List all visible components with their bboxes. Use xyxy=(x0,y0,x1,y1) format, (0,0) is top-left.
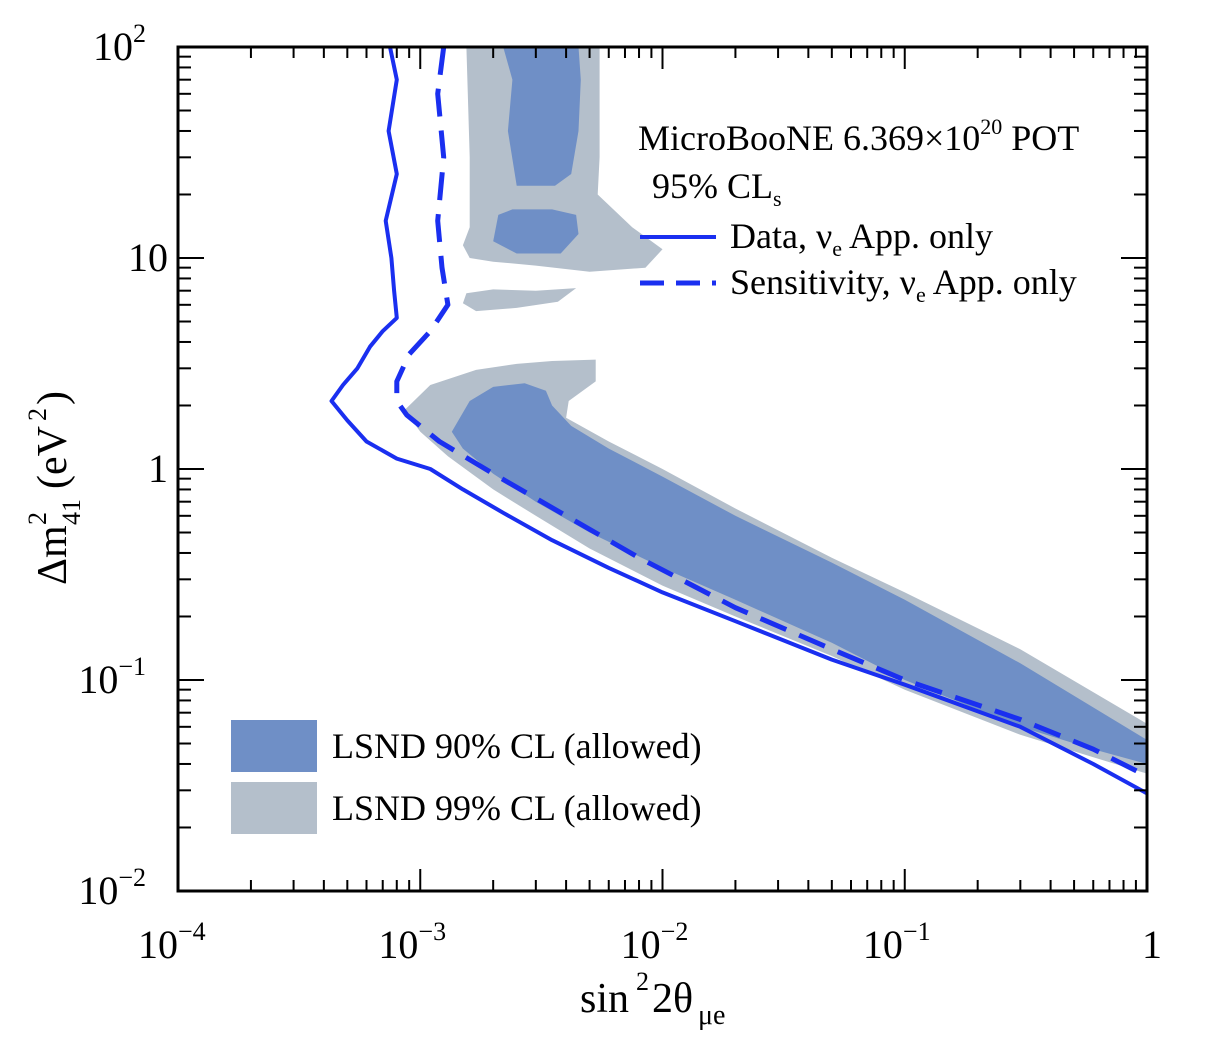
svg-text:2θ: 2θ xyxy=(652,976,693,1022)
curve-legend: Data, νe App. only Sensitivity, νe App. … xyxy=(640,216,1077,307)
svg-text:): ) xyxy=(30,391,76,405)
y-tick-label: 102 xyxy=(93,19,146,69)
svg-text:95% CLs: 95% CLs xyxy=(652,166,782,211)
legend-swatch-lsnd90 xyxy=(231,720,317,772)
lsnd99-region-1 xyxy=(462,288,577,312)
lsnd90-region-1 xyxy=(493,209,579,254)
svg-text:2: 2 xyxy=(23,512,52,525)
annotation-line2-sub: s xyxy=(773,186,782,211)
svg-text:2: 2 xyxy=(23,408,52,421)
x-tick-labels: 10−4 10−3 10−2 10−1 1 xyxy=(138,917,1162,967)
annotation-line1: MicroBooNE 6.369×10 xyxy=(638,118,980,158)
legend-swatch-lsnd99 xyxy=(231,782,317,834)
annotation-line1-suffix: POT xyxy=(1002,118,1079,158)
region-legend: LSND 90% CL (allowed) LSND 99% CL (allow… xyxy=(231,720,702,834)
svg-text:Δm: Δm xyxy=(30,525,76,585)
svg-text:(eV: (eV xyxy=(30,426,76,489)
legend-label-lsnd99: LSND 99% CL (allowed) xyxy=(332,788,702,828)
lsnd90-region-2 xyxy=(451,383,1147,764)
svg-text:Sensitivity, νe App. only: Sensitivity, νe App. only xyxy=(730,262,1077,307)
experiment-annotation: MicroBooNE 6.369×1020 POT 95% CLs xyxy=(638,114,1079,211)
svg-text:Data, νe App. only: Data, νe App. only xyxy=(730,216,993,261)
y-tick-label: 10 xyxy=(128,235,168,280)
y-axis-label: Δm 2 41 (eV 2 ) xyxy=(23,391,86,585)
x-tick-label: 10−3 xyxy=(378,917,446,967)
legend-label-data: Data, ν xyxy=(730,216,832,256)
legend-label-lsnd90: LSND 90% CL (allowed) xyxy=(332,726,702,766)
y-tick-labels: 10−2 10−1 1 10 102 xyxy=(78,19,168,913)
x-axis-label: sin 2 2θ μe xyxy=(580,967,725,1031)
x-tick-label: 10−1 xyxy=(863,917,931,967)
y-tick-label: 1 xyxy=(148,446,168,491)
svg-text:μe: μe xyxy=(698,1000,725,1031)
annotation-line2: 95% CL xyxy=(652,166,773,206)
y-tick-label: 10−1 xyxy=(78,652,146,702)
x-tick-label: 1 xyxy=(1142,922,1162,967)
sensitivity-curve xyxy=(394,47,1147,779)
legend-label-sensitivity: Sensitivity, ν xyxy=(730,262,916,302)
annotation-line1-sup: 20 xyxy=(980,114,1002,139)
exclusion-curves xyxy=(329,47,1147,796)
data-curve xyxy=(329,47,1147,796)
y-tick-label: 10−2 xyxy=(78,863,146,913)
x-tick-label: 10−4 xyxy=(138,917,206,967)
lsnd90-region-0 xyxy=(503,47,581,186)
axis-ticks xyxy=(178,47,1147,891)
lsnd-regions xyxy=(404,47,1147,774)
svg-text:MicroBooNE 6.369×1020 POT: MicroBooNE 6.369×1020 POT xyxy=(638,114,1079,158)
svg-text:2: 2 xyxy=(636,967,649,996)
x-tick-label: 10−2 xyxy=(621,917,689,967)
svg-text:sin: sin xyxy=(580,976,629,1022)
svg-text:41: 41 xyxy=(57,499,86,525)
